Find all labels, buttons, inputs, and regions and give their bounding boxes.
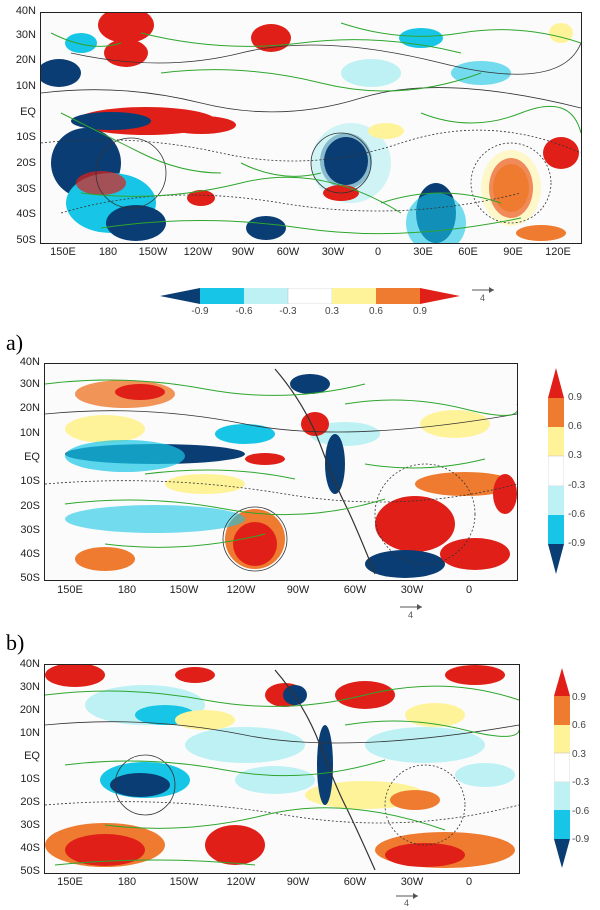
lon-label: 30W [400, 876, 424, 888]
lat-label: 40N [19, 356, 40, 368]
lat-label: 30N [19, 681, 40, 693]
colorbar-horizontal [160, 288, 460, 304]
lat-label: 30S [20, 524, 40, 536]
lat-label: EQ [24, 451, 40, 463]
lat-label: 10S [16, 131, 36, 143]
lon-label: 90W [286, 876, 310, 888]
lat-label: EQ [20, 106, 36, 118]
colorbar-tick: 0.6 [568, 421, 582, 432]
colorbar-tick: -0.9 [191, 306, 209, 317]
map-top [40, 12, 582, 244]
lon-label: 90W [286, 584, 310, 596]
lon-label: 120W [183, 246, 213, 258]
lon-label: 150E [57, 584, 83, 596]
lat-label: 20N [15, 54, 36, 66]
colorbar-tick: 0.6 [369, 306, 383, 317]
panel-label-a: a) [6, 330, 24, 355]
lat-label: 20N [19, 402, 40, 414]
colorbar-tick: -0.6 [235, 306, 253, 317]
colorbar-vertical [554, 668, 570, 868]
lat-label: 50S [20, 572, 40, 584]
vector-scale-arrow [400, 604, 422, 610]
lat-label: 10N [19, 727, 40, 739]
colorbar-tick: -0.3 [279, 306, 297, 317]
lon-label: 30W [400, 584, 424, 596]
lon-label: 180 [117, 876, 137, 888]
lon-label: 0 [465, 584, 473, 596]
lat-label: 10S [20, 475, 40, 487]
lon-label: 60W [343, 876, 367, 888]
lat-label: 20S [20, 796, 40, 808]
map-a-field [45, 368, 517, 578]
lat-label: 20N [19, 704, 40, 716]
lon-label: 30W [321, 246, 345, 258]
lat-label: 50S [16, 234, 36, 246]
lon-label: 0 [374, 246, 382, 258]
lat-label: 40N [15, 5, 36, 17]
colorbar-tick: -0.9 [572, 834, 590, 845]
lon-label: 150E [50, 246, 76, 258]
lat-label: 10N [15, 80, 36, 92]
lat-label: EQ [24, 750, 40, 762]
lon-label: 150W [169, 876, 199, 888]
map-top-field [41, 13, 581, 243]
panel-label-b: b) [6, 630, 25, 655]
colorbar-tick: 0.6 [572, 720, 586, 731]
lat-label: 10S [20, 773, 40, 785]
vector-scale-label: 4 [408, 610, 414, 620]
vector-scale-label: 4 [404, 898, 410, 908]
colorbar-tick: -0.3 [572, 777, 590, 788]
lon-label: 120W [226, 876, 256, 888]
lon-label: 150E [57, 876, 83, 888]
lon-label: 180 [117, 584, 137, 596]
lat-label: 40N [19, 658, 40, 670]
lat-label: 30N [15, 29, 36, 41]
lon-label: 60E [458, 246, 478, 258]
lat-label: 30N [19, 378, 40, 390]
colorbar-tick: 0.3 [572, 749, 586, 760]
lon-label: 0 [465, 876, 473, 888]
vector-scale-label: 4 [480, 293, 486, 303]
map-a [44, 363, 518, 581]
colorbar-tick: 0.3 [568, 450, 582, 461]
colorbar-tick: -0.6 [572, 806, 590, 817]
lat-label: 20S [16, 157, 36, 169]
lat-label: 40S [20, 842, 40, 854]
lon-label: 60W [343, 584, 367, 596]
lat-label: 20S [20, 500, 40, 512]
lon-label: 150W [169, 584, 199, 596]
colorbar-tick: -0.3 [568, 480, 586, 491]
lat-label: 10N [19, 427, 40, 439]
lat-label: 50S [20, 865, 40, 877]
vector-scale-arrow [396, 893, 418, 899]
colorbar-tick: 0.9 [572, 692, 586, 703]
lon-label: 120W [226, 584, 256, 596]
map-b [44, 664, 520, 874]
colorbar-tick: 0.9 [568, 392, 582, 403]
colorbar-tick: -0.9 [568, 538, 586, 549]
lon-label: 90E [503, 246, 523, 258]
lon-label: 180 [98, 246, 118, 258]
colorbar-vertical [548, 368, 564, 574]
colorbar-tick: 0.9 [413, 306, 427, 317]
lat-label: 30S [20, 819, 40, 831]
lat-label: 30S [16, 183, 36, 195]
lon-label: 120E [545, 246, 571, 258]
map-b-field [45, 665, 519, 871]
vector-scale-arrow [472, 287, 494, 293]
lon-label: 30E [413, 246, 433, 258]
lon-label: 150W [138, 246, 168, 258]
lat-label: 40S [16, 208, 36, 220]
lon-label: 90W [231, 246, 255, 258]
lat-label: 40S [20, 548, 40, 560]
lon-label: 60W [276, 246, 300, 258]
colorbar-tick: -0.6 [568, 509, 586, 520]
colorbar-tick: 0.3 [325, 306, 339, 317]
